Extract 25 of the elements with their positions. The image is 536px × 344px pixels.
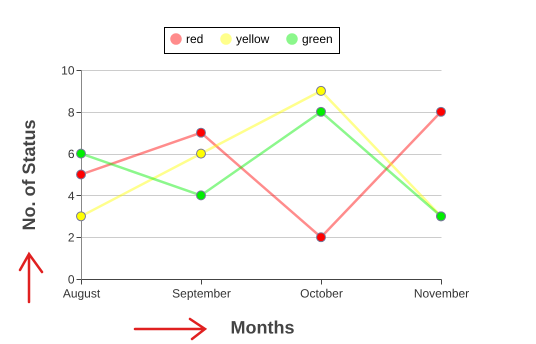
y-tick-label: 6	[68, 147, 75, 162]
y-tick-label: 8	[68, 105, 75, 120]
legend-label: yellow	[236, 32, 270, 46]
y-tick-label: 2	[68, 230, 75, 245]
point	[316, 232, 326, 242]
point	[76, 211, 86, 222]
legend-label: green	[302, 32, 333, 46]
point	[316, 106, 326, 117]
point	[76, 148, 86, 159]
x-axis-title: Months	[230, 318, 294, 338]
point	[196, 128, 206, 138]
x-tick-label: October	[300, 286, 343, 300]
x-tick-label: November	[414, 286, 470, 300]
y-tick-label: 4	[68, 188, 75, 203]
point	[76, 170, 86, 180]
x-tick-label: August	[62, 286, 101, 300]
point	[196, 148, 206, 159]
y-axis-title: No. of Status	[19, 120, 40, 230]
legend-label: red	[186, 32, 204, 46]
x-tick-label: September	[172, 286, 231, 300]
y-tick-label: 0	[68, 272, 75, 286]
point	[196, 190, 206, 200]
point	[436, 106, 446, 117]
y-tick-label: 10	[61, 64, 75, 78]
point	[316, 86, 326, 96]
